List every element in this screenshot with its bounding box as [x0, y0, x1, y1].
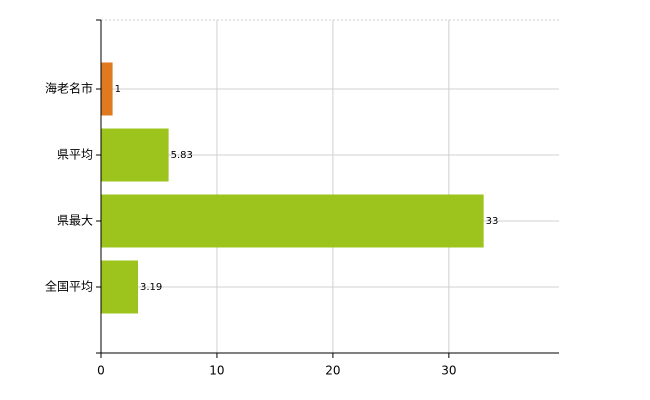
bar: [101, 128, 169, 182]
bar: [101, 62, 113, 116]
y-tick-label: 海老名市: [45, 81, 93, 96]
x-tick-label: 0: [97, 364, 105, 378]
value-label: 3.19: [140, 282, 162, 293]
bar: [101, 260, 138, 314]
bar: [101, 194, 484, 248]
value-label: 5.83: [171, 150, 193, 161]
y-tick-label: 全国平均: [45, 279, 93, 294]
x-tick-label: 30: [441, 364, 456, 378]
x-tick-label: 20: [325, 364, 340, 378]
y-tick-label: 県平均: [57, 148, 93, 162]
value-label: 1: [115, 84, 121, 95]
y-tick-label: 県最大: [57, 214, 93, 228]
value-label: 33: [486, 216, 499, 227]
x-tick-label: 10: [209, 364, 224, 378]
